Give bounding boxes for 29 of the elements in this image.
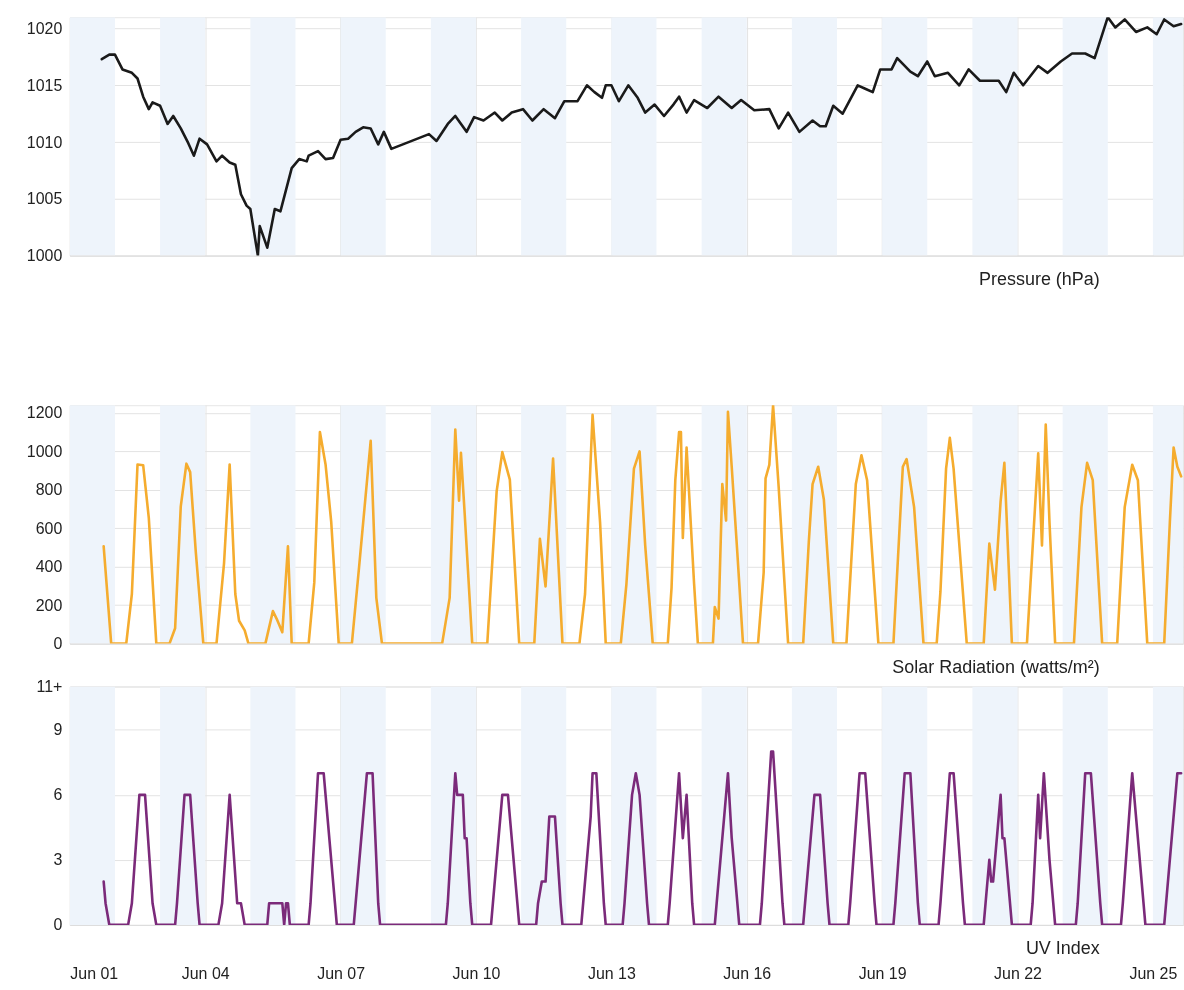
x-tick-label: Jun 19 xyxy=(858,965,907,983)
y-tick-label: 600 xyxy=(35,519,63,537)
y-tick-label: 11+ xyxy=(36,677,63,695)
y-tick-label: 1000 xyxy=(26,442,63,460)
y-tick-label: 1005 xyxy=(26,190,63,208)
y-tick-label: 800 xyxy=(35,481,63,499)
x-axis-title: Pressure (hPa) xyxy=(979,269,1100,290)
y-tick-label: 9 xyxy=(53,721,63,739)
x-tick-label: Jun 22 xyxy=(994,965,1043,983)
y-tick-label: 1200 xyxy=(26,404,63,422)
x-axis-title: UV Index xyxy=(1025,938,1100,959)
y-tick-label: 0 xyxy=(53,635,63,653)
x-tick-label: Jun 16 xyxy=(723,965,772,983)
y-tick-label: 1015 xyxy=(26,76,63,94)
y-tick-label: 0 xyxy=(53,916,63,934)
y-tick-label: 1020 xyxy=(26,20,63,38)
x-tick-label: Jun 10 xyxy=(452,965,501,983)
x-axis-title: Solar Radiation (watts/m²) xyxy=(892,657,1100,678)
x-tick-label: Jun 07 xyxy=(317,965,366,983)
y-tick-label: 200 xyxy=(35,596,63,614)
y-tick-label: 400 xyxy=(35,558,63,576)
x-tick-label: Jun 25 xyxy=(1129,965,1178,983)
y-tick-label: 6 xyxy=(53,786,63,804)
x-tick-label: Jun 04 xyxy=(181,965,230,983)
y-tick-label: 1010 xyxy=(26,133,63,151)
x-tick-label: Jun 01 xyxy=(70,965,119,983)
x-tick-label: Jun 13 xyxy=(587,965,636,983)
y-tick-label: 1000 xyxy=(26,247,63,265)
y-tick-label: 3 xyxy=(53,851,63,869)
